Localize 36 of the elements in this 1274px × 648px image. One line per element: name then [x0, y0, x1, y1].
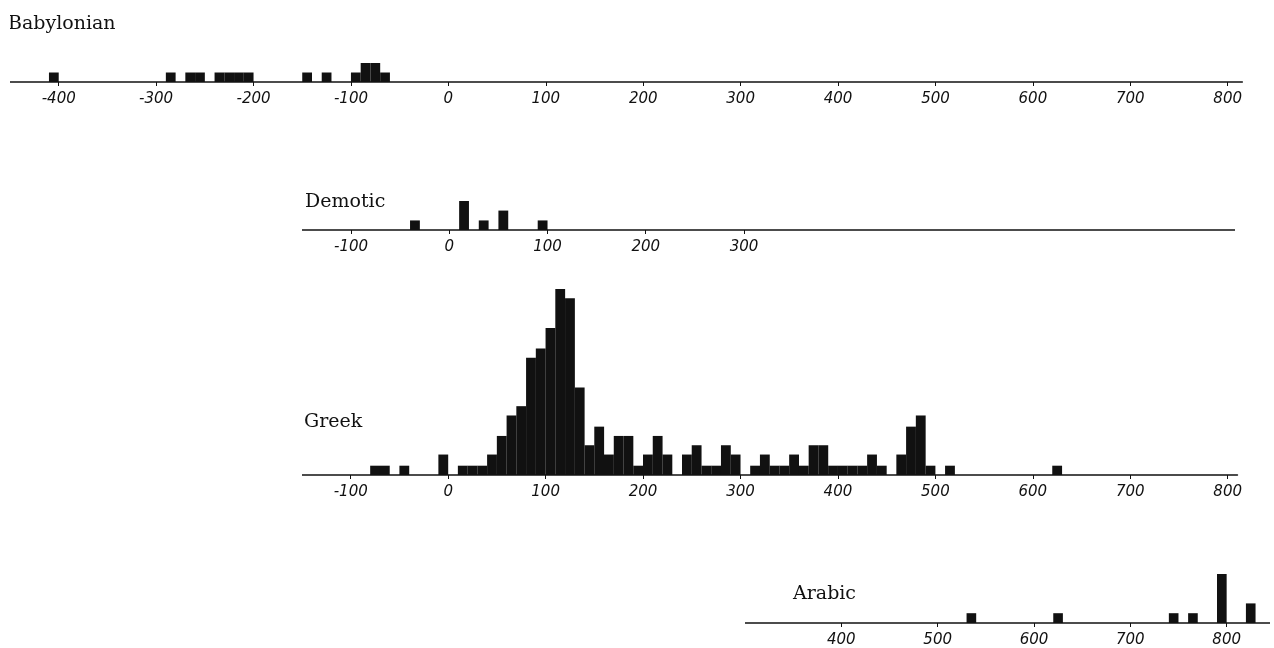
x-tick-label: 800	[1213, 88, 1243, 107]
x-tick-label: -100	[333, 481, 368, 500]
x-tick-label: 500	[923, 629, 952, 648]
text: Greek	[304, 408, 363, 431]
x-tick-label: 300	[726, 481, 755, 500]
x-tick-label: 400	[827, 629, 856, 648]
x-tick-label: 100	[531, 88, 561, 107]
x-tick-label: 600	[1018, 481, 1048, 500]
x-tick-label: 500	[921, 88, 950, 107]
x-tick-label: 200	[631, 236, 661, 255]
x-tick-label: 700	[1115, 481, 1145, 500]
x-tick-label: -100	[333, 88, 368, 107]
x-tick-label: -300	[139, 88, 174, 107]
x-tick-label: 800	[1213, 481, 1243, 500]
x-tick-label: 500	[921, 481, 950, 500]
x-tick-label: -100	[334, 236, 369, 255]
x-tick-label: 0	[443, 88, 454, 107]
x-tick-label: 700	[1116, 629, 1145, 648]
x-tick-label: -200	[236, 88, 271, 107]
x-tick-label: 0	[444, 236, 455, 255]
x-tick-label: 400	[823, 88, 853, 107]
x-tick-label: 300	[729, 236, 759, 255]
chart-title: Arabic	[792, 580, 857, 603]
x-tick-label: 100	[531, 481, 560, 500]
x-tick-label: 200	[628, 88, 658, 107]
x-tick-label: 200	[628, 481, 658, 500]
x-tick-label: 400	[823, 481, 853, 500]
x-tick-label: 0	[443, 481, 453, 500]
x-tick-label: 100	[533, 236, 562, 255]
x-tick-label: -400	[41, 88, 76, 107]
x-tick-label: 600	[1019, 629, 1049, 648]
x-tick-label: 300	[726, 88, 755, 107]
x-tick-label: 600	[1018, 88, 1048, 107]
chart-title: Demotic	[305, 188, 386, 211]
x-tick-label: 700	[1115, 88, 1145, 107]
x-tick-label: 800	[1212, 629, 1241, 648]
